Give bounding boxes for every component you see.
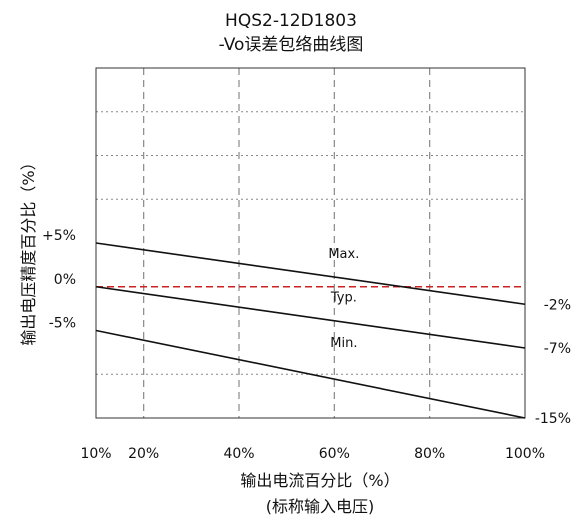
y-tick-label-right: -15%: [535, 411, 571, 427]
x-tick-labels: 10% 20% 40% 60% 80% 100%: [80, 446, 545, 462]
series-line-typ: [95, 285, 526, 349]
x-axis-label: 输出电流百分比（%）: [240, 471, 399, 490]
y-tick-label-left: +5%: [42, 228, 76, 244]
x-tick-label: 60%: [319, 446, 350, 462]
series-labels: Max. Typ. Min.: [328, 247, 359, 351]
series-label-typ: Typ.: [330, 291, 357, 306]
chart-title: HQS2-12D1803: [225, 11, 357, 31]
x-tick-label: 10%: [80, 446, 111, 462]
y-tick-labels-right: -2% -7% -15%: [535, 297, 571, 427]
x-tick-label: 20%: [128, 446, 159, 462]
series-line-min: [95, 329, 526, 419]
x-tick-label: 100%: [505, 446, 545, 462]
y-tick-label-left: -5%: [49, 316, 76, 332]
series-group: [95, 242, 526, 419]
y-tick-label-right: -2%: [544, 297, 571, 313]
series-label-min: Min.: [330, 336, 357, 351]
x-tick-label: 40%: [223, 446, 254, 462]
series-line-max: [95, 242, 526, 306]
x-axis-sublabel: (标称输入电压): [266, 497, 375, 516]
grid: [96, 68, 525, 418]
x-tick-label: 80%: [414, 446, 445, 462]
series-label-max: Max.: [328, 247, 359, 262]
y-tick-label-right: -7%: [544, 341, 571, 357]
y-tick-labels-left: +5% 0% -5%: [42, 228, 76, 332]
plot-frame: [95, 67, 526, 419]
y-axis-label: 输出电压精度百分比（%）: [19, 154, 38, 345]
chart-subtitle: -Vo误差包络曲线图: [219, 35, 364, 55]
y-tick-label-left: 0%: [54, 272, 76, 288]
